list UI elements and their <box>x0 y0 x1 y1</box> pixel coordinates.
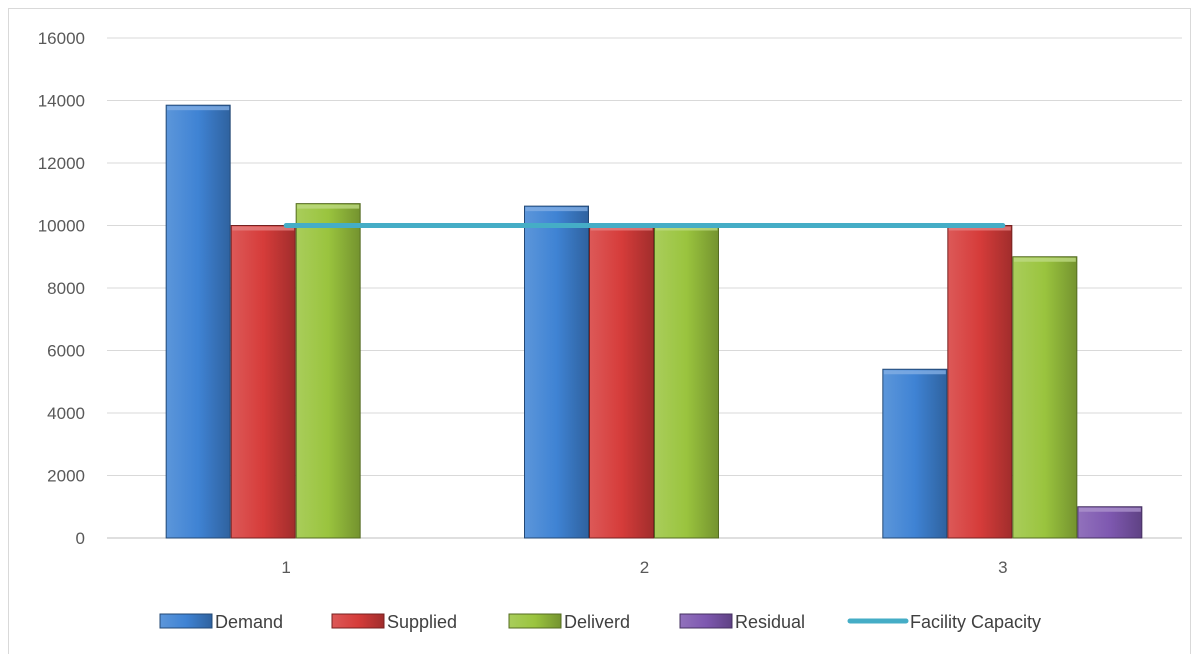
bar-highlight <box>883 370 946 375</box>
bar-supplied-3 <box>947 225 1013 539</box>
y-axis-ticks: 0 2000 4000 6000 8000 10000 12000 14000 16000 <box>38 29 85 548</box>
bar-residual-3 <box>1077 506 1143 539</box>
y-tick-label: 2000 <box>47 467 85 486</box>
legend-label: Residual <box>735 612 805 632</box>
y-tick-label: 0 <box>76 529 85 548</box>
y-tick-label: 10000 <box>38 217 85 236</box>
y-tick-label: 12000 <box>38 154 85 173</box>
legend-label: Supplied <box>387 612 457 632</box>
bar-deliverd-3 <box>1012 256 1078 539</box>
legend-label: Facility Capacity <box>910 612 1041 632</box>
y-tick-label: 6000 <box>47 342 85 361</box>
bar-demand-1 <box>165 104 231 539</box>
bar-highlight <box>297 204 360 209</box>
legend-swatch <box>331 613 385 629</box>
bar-highlight <box>1013 257 1076 262</box>
bar-highlight <box>1078 507 1141 512</box>
bar-supplied-2 <box>589 225 654 539</box>
x-tick-label: 1 <box>281 558 290 577</box>
bar-highlight <box>525 207 588 212</box>
legend: Demand Supplied Deliverd Residual Facility C… <box>159 612 1041 632</box>
legend-label: Deliverd <box>564 612 630 632</box>
y-tick-label: 14000 <box>38 92 85 111</box>
bar-deliverd-2 <box>654 225 719 539</box>
legend-swatch <box>679 613 733 629</box>
y-tick-label: 16000 <box>38 29 85 48</box>
bar-highlight <box>167 106 230 111</box>
bar-demand-2 <box>524 205 589 539</box>
bar-supplied-1 <box>230 225 296 539</box>
legend-label: Demand <box>215 612 283 632</box>
bar-deliverd-1 <box>295 203 361 539</box>
x-axis-ticks: 1 2 3 <box>281 558 1007 577</box>
bar-highlight <box>655 226 718 231</box>
x-tick-label: 3 <box>998 558 1007 577</box>
bar-highlight <box>590 226 653 231</box>
bar-highlight <box>948 226 1011 231</box>
y-tick-label: 4000 <box>47 404 85 423</box>
bar-highlight <box>232 226 295 231</box>
legend-swatch <box>159 613 213 629</box>
bar-demand-3 <box>882 368 948 539</box>
bar-series <box>165 104 1143 539</box>
y-tick-label: 8000 <box>47 279 85 298</box>
legend-swatch <box>508 613 562 629</box>
x-tick-label: 2 <box>640 558 649 577</box>
